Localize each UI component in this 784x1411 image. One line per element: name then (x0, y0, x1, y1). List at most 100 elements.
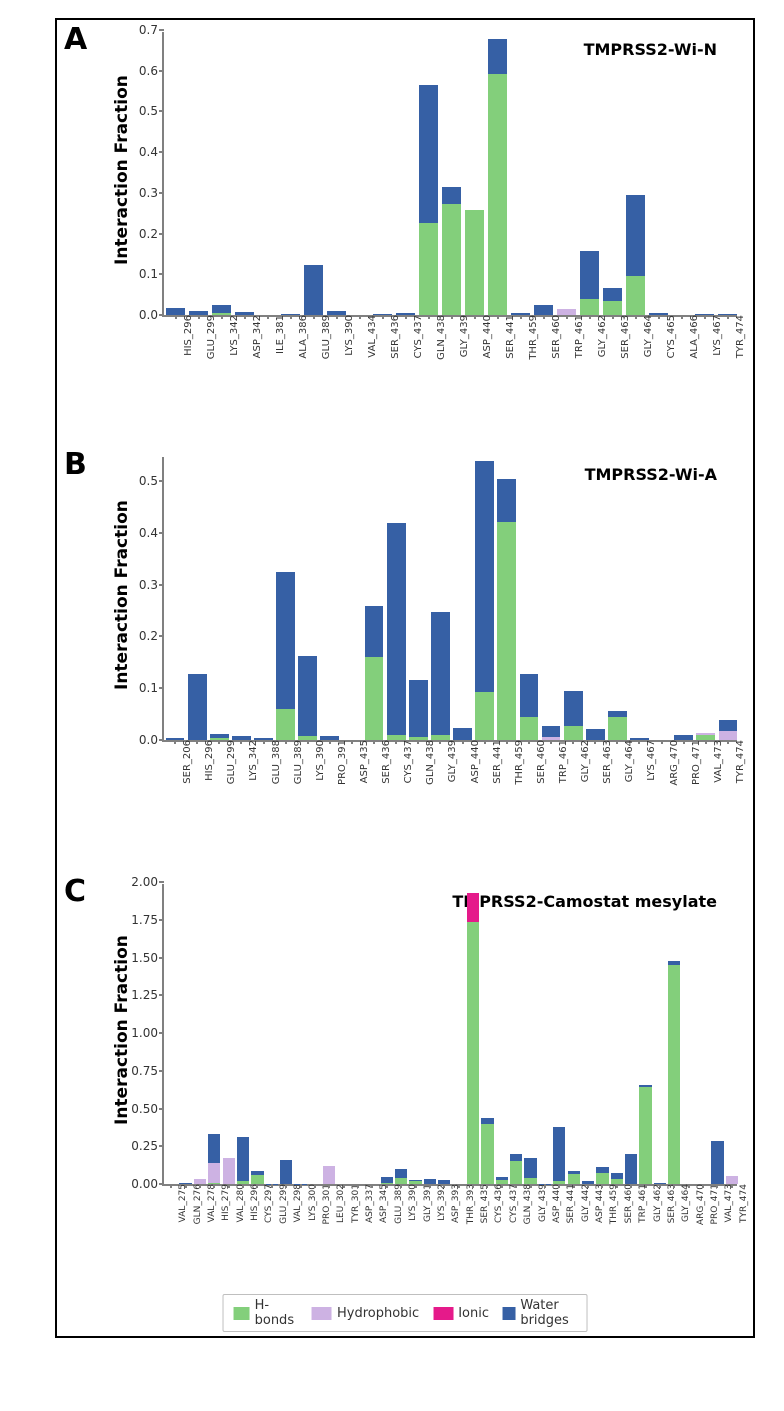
xtick-mark (221, 315, 223, 319)
xtick-label: ILE_381 (272, 315, 286, 354)
xtick-mark (520, 315, 522, 319)
xtick-label: ALA_386 (295, 315, 309, 359)
xtick-label: VAL_434 (364, 315, 378, 358)
xtick-label: CYS_297 (261, 1184, 274, 1223)
ytick-label: 0.75 (131, 1064, 158, 1078)
ytick-mark (159, 29, 164, 31)
xtick-label: SER_436 (387, 315, 401, 359)
xtick-mark (731, 1184, 733, 1188)
xtick-mark (357, 1184, 359, 1188)
ytick-mark (159, 919, 164, 921)
panels-frame: H-bondsHydrophobicIonicWater bridges A0.… (55, 18, 755, 1338)
xtick-mark (196, 740, 198, 744)
bar-seg-water (625, 1154, 637, 1184)
xtick-mark (550, 740, 552, 744)
ytick-mark (159, 957, 164, 959)
bar-seg-water (596, 1167, 608, 1173)
plot-c: 0.000.250.500.751.001.251.501.752.00TMPR… (162, 884, 737, 1186)
bar-seg-water (387, 523, 406, 734)
xtick-mark (198, 315, 200, 319)
xtick-mark (395, 740, 397, 744)
xtick-mark (683, 740, 685, 744)
bar-seg-water (395, 1169, 407, 1178)
panel-letter-b: B (64, 447, 87, 482)
xtick-label: CYS_437 (400, 740, 414, 783)
bar-seg-hbond (580, 299, 600, 315)
bar-seg-water (419, 85, 439, 223)
xtick-label: HIS_296 (180, 315, 194, 356)
ytick-label: 2.00 (131, 875, 158, 889)
panel-letter-c: C (64, 874, 86, 909)
xtick-label: HIS_279 (218, 1184, 231, 1221)
xtick-mark (336, 315, 338, 319)
ytick-mark (159, 273, 164, 275)
xtick-label: HIS_296 (201, 740, 215, 781)
xtick-mark (501, 1184, 503, 1188)
bar-seg-water (212, 305, 232, 313)
xtick-label: PRO_301 (319, 1184, 332, 1224)
xtick-label: ASP_345 (376, 1184, 389, 1223)
bar-seg-hydrophobic (719, 731, 738, 740)
bar-seg-water (496, 1177, 508, 1180)
ytick-mark (159, 110, 164, 112)
ytick-label: 0.4 (139, 526, 158, 540)
xtick-mark (704, 315, 706, 319)
bar-seg-water (524, 1158, 536, 1178)
bar-seg-hydrophobic (696, 733, 715, 735)
xtick-mark (661, 740, 663, 744)
xtick-label: PRO_391 (334, 740, 348, 785)
xtick-mark (263, 740, 265, 744)
ytick-label: 0.1 (139, 681, 158, 695)
xtick-label: TYR_474 (732, 315, 746, 358)
bar-seg-hbond (251, 1175, 263, 1184)
xtick-label: GLN_438 (422, 740, 436, 785)
xtick-label: THR_459 (511, 740, 525, 785)
bar-seg-hydrophobic (223, 1158, 235, 1184)
xtick-label: GLU_389 (391, 1184, 404, 1224)
xtick-mark (474, 315, 476, 319)
xtick-mark (458, 1184, 460, 1188)
xtick-mark (497, 315, 499, 319)
bar-seg-hbond (626, 276, 646, 315)
ylabel-c: Interaction Fraction (112, 935, 132, 1125)
xtick-mark (240, 740, 242, 744)
xtick-label: VAL_473 (710, 740, 724, 783)
xtick-mark (314, 1184, 316, 1188)
bar-seg-hbond (365, 657, 384, 740)
ytick-mark (159, 1070, 164, 1072)
bar-seg-water (564, 691, 583, 726)
xtick-mark (727, 740, 729, 744)
xtick-mark (185, 1184, 187, 1188)
xtick-label: GLY_464 (678, 1184, 691, 1222)
xtick-mark (612, 315, 614, 319)
bar-seg-water (453, 728, 472, 740)
ytick-label: 0.1 (139, 267, 158, 281)
xtick-mark (428, 315, 430, 319)
legend-item: H-bonds (234, 1298, 298, 1328)
xtick-label: GLY_442 (578, 1184, 591, 1222)
ytick-mark (159, 233, 164, 235)
xtick-mark (371, 1184, 373, 1188)
xtick-label: CYS_437 (410, 315, 424, 358)
ytick-label: 0.3 (139, 578, 158, 592)
xtick-mark (673, 1184, 675, 1188)
xtick-label: THR_459 (606, 1184, 619, 1224)
xtick-label: GLY_439 (535, 1184, 548, 1222)
xtick-mark (635, 315, 637, 319)
bar-seg-water (580, 251, 600, 299)
xtick-mark (515, 1184, 517, 1188)
ytick-mark (159, 532, 164, 534)
xtick-mark (267, 315, 269, 319)
xtick-mark (638, 740, 640, 744)
xtick-mark (472, 1184, 474, 1188)
xtick-label: LYS_467 (709, 315, 723, 356)
xtick-mark (328, 1184, 330, 1188)
bar-seg-water (553, 1127, 565, 1181)
bar-seg-water (304, 265, 324, 315)
xtick-mark (616, 740, 618, 744)
xtick-label: VAL_280 (233, 1184, 246, 1222)
xtick-mark (170, 1184, 172, 1188)
bar-seg-hydrophobic (323, 1166, 335, 1184)
bar-seg-hbond (276, 709, 295, 740)
xtick-mark (573, 1184, 575, 1188)
